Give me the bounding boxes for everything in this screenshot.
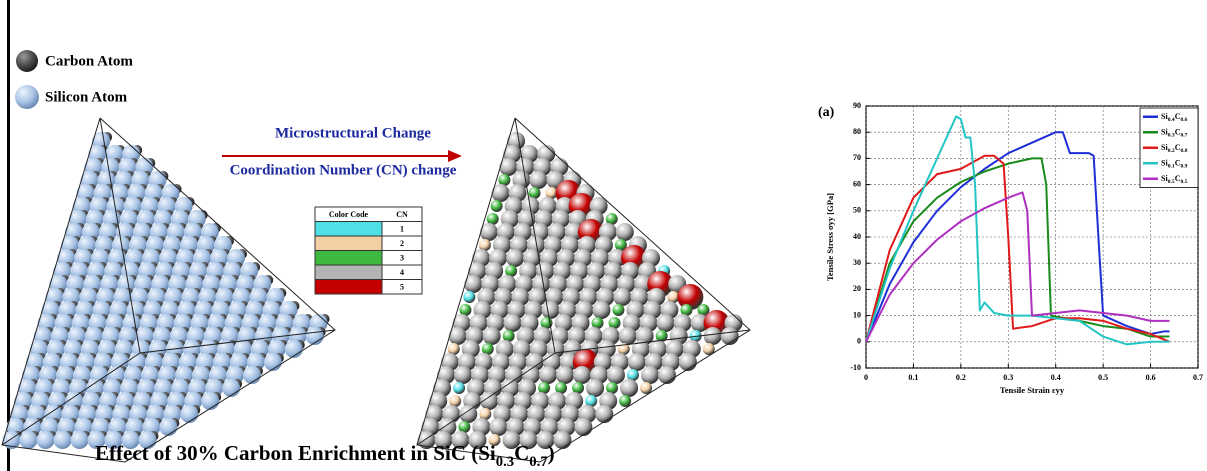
arrow-head [448,150,462,162]
y-tick-label: 80 [853,127,861,136]
color-swatch [315,265,382,280]
atom [201,392,219,410]
cube-after [417,118,750,462]
x-tick-label: 0.4 [1051,373,1061,382]
cn-value: 4 [400,268,404,277]
atom [595,405,613,423]
atom [539,366,557,384]
y-tick-label: 30 [853,258,861,267]
page: Carbon Atom Silicon Atom Microstructural… [0,0,1207,471]
atom [529,171,547,189]
atom [463,291,475,303]
atom [619,395,631,407]
atom [243,366,261,384]
arrow-label: Coordination Number (CN) change [230,162,457,178]
color-swatch [315,251,382,266]
caption: Effect of 30% Carbon Enrichment in SiC (… [95,441,555,471]
cn-value: 5 [400,283,404,292]
arrow-label: Microstructural Change [275,125,431,141]
atom [506,249,524,267]
y-tick-label: 50 [853,206,861,215]
atom [70,431,88,449]
y-tick-label: 20 [853,284,861,293]
cn-value: 1 [400,225,404,234]
atom [454,366,472,384]
atom [657,314,675,332]
atom [679,353,697,371]
y-tick-label: 70 [853,153,861,162]
color-swatch [315,280,382,295]
atom [553,431,571,449]
x-axis-label: Tensile Strain εyy [1000,385,1065,395]
atom [607,366,625,384]
y-tick-label: 90 [853,101,861,110]
y-tick-label: 60 [853,179,861,188]
atom [159,418,177,436]
atom [453,382,465,394]
legend-label: Silicon Atom [45,89,128,105]
atom [504,314,522,332]
atom [641,366,659,384]
atom [628,353,646,371]
table-header: Color Code [329,210,369,219]
cn-value: 2 [400,239,404,248]
y-tick-label: 0 [857,337,861,346]
atom [704,327,722,345]
atom [222,379,240,397]
color-swatch [315,222,382,237]
atom [620,379,638,397]
y-tick-label: -10 [850,363,861,372]
atom [489,418,507,436]
y-tick-label: 40 [853,232,861,241]
legend-label: Carbon Atom [45,53,133,69]
x-tick-label: 0.5 [1098,373,1108,382]
x-tick-label: 0 [864,373,868,382]
color-table: Color Code CN 1 2 3 4 5 [315,207,422,294]
atom [459,405,477,423]
x-tick-label: 0.3 [1003,373,1013,382]
atom [483,327,501,345]
silicon-swatch [15,85,39,109]
x-tick-label: 0.7 [1193,373,1203,382]
atom [264,353,282,371]
atom [180,405,198,423]
x-tick-label: 0.6 [1146,373,1156,382]
y-tick-label: 10 [853,310,861,319]
atom [592,301,610,319]
atom [541,301,559,319]
atom [616,223,634,241]
atom [574,418,592,436]
atom [573,366,591,384]
left-rule [7,0,10,471]
chart-title: (a) [818,105,835,120]
table-header: CN [396,210,408,219]
x-tick-label: 0.1 [908,373,918,382]
atom [556,366,574,384]
atom [36,431,54,449]
carbon-swatch [16,50,38,72]
atom [19,431,37,449]
atom [612,304,624,316]
x-tick-label: 0.2 [956,373,966,382]
figure: Carbon Atom Silicon Atom Microstructural… [0,0,1207,471]
atom [53,431,71,449]
atom [491,200,503,212]
cn-value: 3 [400,254,404,263]
y-axis-label: Tensile Stress σyy [GPa] [825,193,835,281]
atom [285,340,303,358]
atom [658,366,676,384]
color-swatch [315,236,382,251]
atom [619,327,637,345]
atom [586,379,604,397]
atom [613,288,631,306]
